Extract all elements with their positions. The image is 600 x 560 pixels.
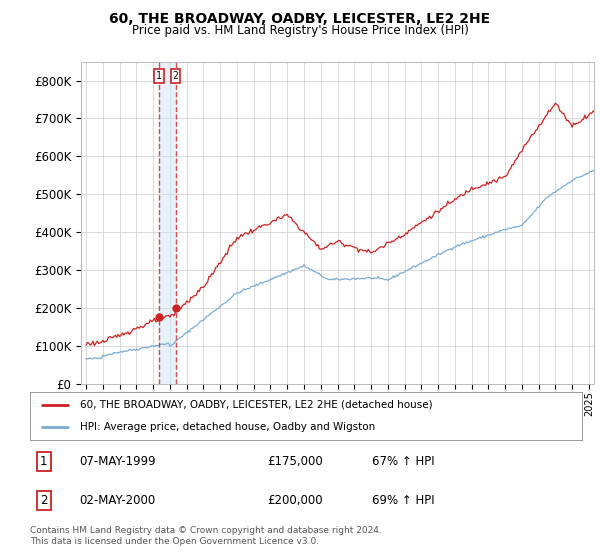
Text: 07-MAY-1999: 07-MAY-1999 (80, 455, 157, 468)
Text: £200,000: £200,000 (268, 494, 323, 507)
Text: 67% ↑ HPI: 67% ↑ HPI (372, 455, 435, 468)
Text: Price paid vs. HM Land Registry's House Price Index (HPI): Price paid vs. HM Land Registry's House … (131, 24, 469, 37)
Text: 69% ↑ HPI: 69% ↑ HPI (372, 494, 435, 507)
Text: Contains HM Land Registry data © Crown copyright and database right 2024.
This d: Contains HM Land Registry data © Crown c… (30, 526, 382, 546)
Text: £175,000: £175,000 (268, 455, 323, 468)
Text: 60, THE BROADWAY, OADBY, LEICESTER, LE2 2HE (detached house): 60, THE BROADWAY, OADBY, LEICESTER, LE2 … (80, 400, 433, 410)
Text: 2: 2 (40, 494, 47, 507)
Bar (159, 62, 176, 384)
Text: HPI: Average price, detached house, Oadby and Wigston: HPI: Average price, detached house, Oadb… (80, 422, 375, 432)
Text: 1: 1 (156, 71, 162, 81)
Text: 02-MAY-2000: 02-MAY-2000 (80, 494, 156, 507)
Text: 1: 1 (40, 455, 47, 468)
Text: 2: 2 (173, 71, 178, 81)
Text: 60, THE BROADWAY, OADBY, LEICESTER, LE2 2HE: 60, THE BROADWAY, OADBY, LEICESTER, LE2 … (109, 12, 491, 26)
